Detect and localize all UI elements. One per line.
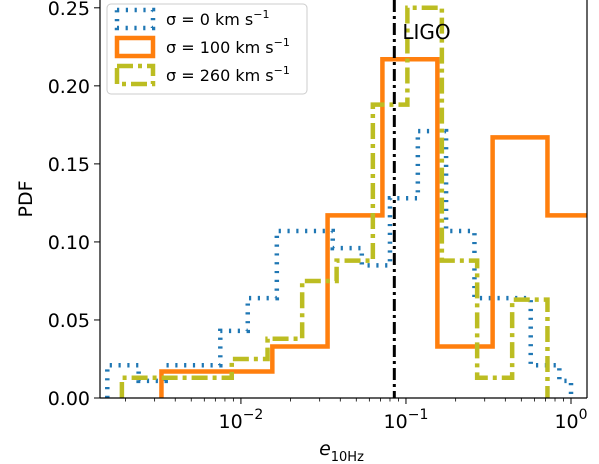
legend-label-exp: −1 [253,8,269,21]
y-tick-label: 0.00 [48,388,90,410]
legend-label: σ = 260 km s−1 [166,64,290,85]
x-tick-label: 10−2 [219,407,264,433]
legend-swatch [114,7,156,31]
histogram-series-2 [159,57,587,398]
x-tick-label: 10−1 [384,407,429,433]
legend-label: σ = 0 km s−1 [166,8,269,29]
histogram-series-3 [119,5,550,398]
legend-box [106,3,308,95]
legend-swatch [114,63,156,87]
legend-label-exp: −1 [274,36,290,49]
x-tick-exp: −2 [243,407,264,423]
legend-swatch [114,35,156,59]
legend-label-text: σ = 100 km s [166,38,274,57]
y-tick-label: 0.15 [48,154,90,176]
histogram-series-1 [105,128,574,398]
x-axis-label: e10Hz [319,438,364,464]
legend-label-exp: −1 [274,64,290,77]
legend-label-text: σ = 260 km s [166,66,274,85]
y-tick-label: 0.05 [48,310,90,332]
legend: σ = 0 km s−1σ = 100 km s−1σ = 260 km s−1 [106,3,308,95]
x-tick-base: 10 [554,411,578,433]
x-tick-label: 100 [554,407,587,433]
y-tick-label: 0.20 [48,76,90,98]
x-tick-exp: 0 [579,407,588,423]
x-axis-label-sub: 10Hz [331,450,364,464]
legend-label: σ = 100 km s−1 [166,36,290,57]
ligo-label: LIGO [402,20,450,44]
legend-label-text: σ = 0 km s [166,10,253,29]
x-tick-exp: −1 [408,407,429,423]
annotations: LIGO [402,20,450,44]
x-tick-base: 10 [384,411,408,433]
y-tick-label: 0.25 [48,0,90,20]
y-axis-label: PDF [15,180,37,217]
y-tick-label: 0.10 [48,232,90,254]
x-axis-label-base: e [319,438,331,460]
plot-area [105,0,587,398]
x-tick-base: 10 [219,411,243,433]
